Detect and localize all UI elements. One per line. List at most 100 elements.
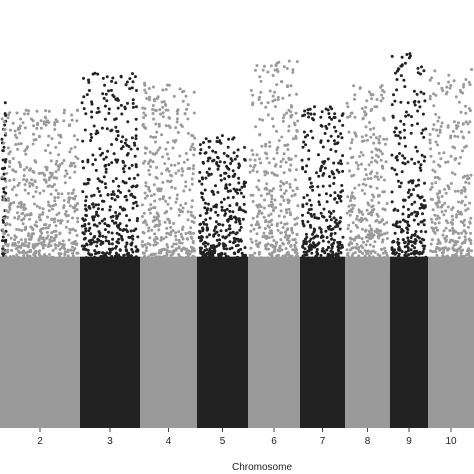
snp-point — [455, 215, 458, 219]
snp-point — [145, 97, 149, 100]
snp-point — [6, 233, 10, 237]
snp-point — [43, 255, 47, 259]
snp-point — [290, 194, 294, 198]
snp-point — [33, 202, 36, 206]
snp-point — [104, 163, 108, 167]
snp-point — [270, 194, 274, 198]
snp-point — [328, 258, 332, 262]
snp-point — [365, 256, 369, 260]
snp-point — [270, 189, 274, 193]
snp-point — [155, 236, 159, 240]
snp-point — [4, 250, 8, 254]
snp-point — [87, 239, 91, 243]
snp-point — [159, 112, 163, 116]
snp-point — [375, 171, 379, 175]
snp-point — [240, 185, 244, 189]
snp-point — [416, 66, 420, 70]
snp-point — [143, 196, 147, 200]
snp-point — [4, 114, 8, 117]
snp-point — [44, 109, 48, 113]
snp-point — [141, 257, 145, 260]
snp-point — [444, 160, 448, 164]
snp-point — [270, 235, 274, 239]
snp-point — [459, 156, 463, 159]
snp-point — [238, 222, 242, 226]
snp-point — [375, 262, 378, 266]
snp-point — [85, 243, 89, 247]
snp-point — [364, 259, 368, 262]
snp-point — [188, 230, 192, 234]
snp-point — [328, 184, 332, 188]
snp-point — [154, 140, 157, 144]
snp-point — [263, 198, 266, 202]
snp-point — [316, 263, 320, 267]
snp-point — [86, 256, 90, 260]
snp-point — [257, 209, 261, 213]
snp-point — [219, 229, 223, 233]
snp-point — [24, 108, 28, 112]
snp-point — [331, 252, 335, 256]
snp-point — [315, 250, 319, 254]
snp-point — [360, 135, 364, 139]
snp-point — [330, 117, 334, 121]
snp-point — [285, 211, 289, 215]
snp-point — [304, 143, 308, 147]
snp-point — [336, 141, 340, 145]
snp-point — [27, 237, 31, 241]
snp-point — [334, 218, 338, 222]
snp-point — [443, 201, 447, 205]
snp-point — [418, 206, 422, 210]
snp-point — [430, 76, 433, 80]
snp-point — [131, 98, 135, 102]
snp-point — [385, 237, 389, 240]
snp-point — [293, 248, 297, 252]
snp-point — [265, 152, 269, 156]
snp-point — [208, 262, 212, 266]
snp-point — [185, 251, 189, 255]
snp-point — [206, 159, 210, 163]
snp-point — [33, 179, 37, 183]
snp-point — [103, 117, 107, 121]
snp-point — [49, 192, 53, 196]
snp-point — [152, 238, 156, 242]
snp-point — [131, 102, 135, 105]
snp-point — [296, 260, 300, 263]
snp-point — [302, 130, 306, 134]
snp-point — [336, 135, 340, 138]
snp-point — [179, 203, 183, 207]
snp-point — [141, 230, 145, 234]
snp-point — [19, 142, 23, 146]
snp-point — [143, 243, 147, 247]
snp-point — [171, 146, 175, 150]
snp-point — [401, 218, 405, 222]
snp-point — [61, 239, 65, 243]
snp-point — [340, 184, 344, 187]
snp-point — [110, 193, 114, 196]
snp-point — [198, 229, 202, 233]
snp-point — [69, 147, 73, 151]
snp-point — [164, 103, 168, 107]
snp-point — [151, 112, 155, 115]
snp-point — [357, 208, 361, 212]
snp-point — [466, 122, 470, 126]
snp-point — [421, 112, 425, 116]
snp-point — [100, 219, 104, 223]
snp-point — [468, 83, 472, 87]
snp-point — [286, 148, 290, 151]
snp-point — [322, 161, 326, 165]
snp-point — [27, 232, 31, 236]
snp-point — [277, 60, 281, 64]
snp-point — [93, 158, 97, 162]
snp-point — [244, 256, 248, 260]
snp-point — [127, 251, 131, 255]
snp-point — [275, 174, 279, 177]
snp-point — [380, 84, 384, 87]
snp-point — [51, 249, 55, 252]
snp-point — [43, 115, 47, 119]
snp-point — [107, 163, 111, 167]
snp-point — [293, 217, 297, 221]
snp-point — [161, 88, 165, 92]
snp-point — [15, 136, 19, 140]
snp-point — [451, 129, 455, 133]
snp-point — [17, 249, 21, 253]
